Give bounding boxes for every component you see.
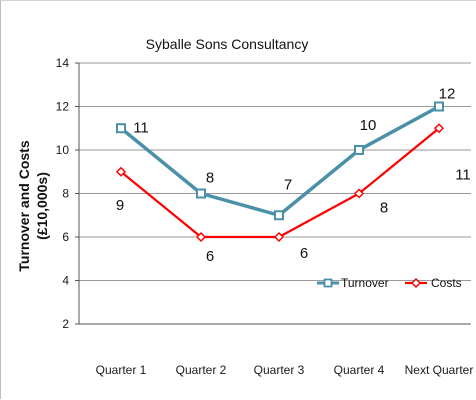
legend-marker-turnover xyxy=(323,278,333,288)
legend: Turnover Costs xyxy=(317,276,462,290)
marker-turnover xyxy=(434,101,444,112)
y-tick-label: 6 xyxy=(62,230,69,244)
y-axis-title: Turnover and Costs (£10,000s) xyxy=(16,140,50,271)
x-tick-label: Quarter 2 xyxy=(176,363,227,377)
marker-costs xyxy=(433,123,445,134)
data-label-costs: 6 xyxy=(300,245,308,262)
data-label-turnover: 7 xyxy=(284,176,292,193)
series xyxy=(115,101,445,243)
legend-label-costs: Costs xyxy=(431,276,462,290)
y-tick-label: 8 xyxy=(62,187,69,201)
marker-turnover xyxy=(354,145,364,155)
y-tick-label: 4 xyxy=(62,274,69,288)
data-labels: 11 8 7 10 12 9 6 6 8 11 xyxy=(116,86,471,266)
legend-marker-costs xyxy=(410,277,422,289)
y-tick-label: 2 xyxy=(62,317,69,331)
marker-turnover xyxy=(196,188,206,199)
y-axis-title-line-1: Turnover and Costs xyxy=(16,140,32,271)
gridlines xyxy=(79,62,471,325)
series-line-turnover xyxy=(119,104,440,217)
series-line-costs xyxy=(120,127,440,239)
x-tick-label: Quarter 1 xyxy=(96,363,147,377)
data-label-turnover: 11 xyxy=(133,119,149,136)
marker-turnover xyxy=(274,210,284,221)
axes: 2 4 6 8 10 12 14 Quarter 1 Quarter 2 Quarter 3 Qua… xyxy=(56,56,474,377)
marker-costs xyxy=(273,231,285,243)
x-tick-label: Next Quarter xyxy=(405,363,474,377)
x-tick-label: Quarter 4 xyxy=(334,363,385,377)
chart-title: Syballe Sons Consultancy xyxy=(146,36,309,52)
marker-turnover xyxy=(116,123,126,134)
y-tick-label: 10 xyxy=(56,143,70,157)
y-tick-label: 12 xyxy=(56,100,70,114)
y-tick-label: 14 xyxy=(56,56,70,70)
data-label-turnover: 12 xyxy=(439,86,456,103)
data-label-turnover: 8 xyxy=(206,170,214,187)
data-label-costs: 8 xyxy=(380,200,388,217)
y-axis-title-line-2: (£10,000s) xyxy=(34,172,50,240)
data-label-turnover: 10 xyxy=(360,117,377,134)
legend-label-turnover: Turnover xyxy=(341,276,389,290)
data-label-costs: 6 xyxy=(206,248,214,265)
marker-costs xyxy=(195,231,207,243)
data-label-costs: 11 xyxy=(455,166,471,183)
data-label-costs: 9 xyxy=(116,197,124,214)
x-tick-label: Quarter 3 xyxy=(254,363,305,377)
marker-costs xyxy=(353,188,365,199)
marker-costs xyxy=(115,166,127,177)
